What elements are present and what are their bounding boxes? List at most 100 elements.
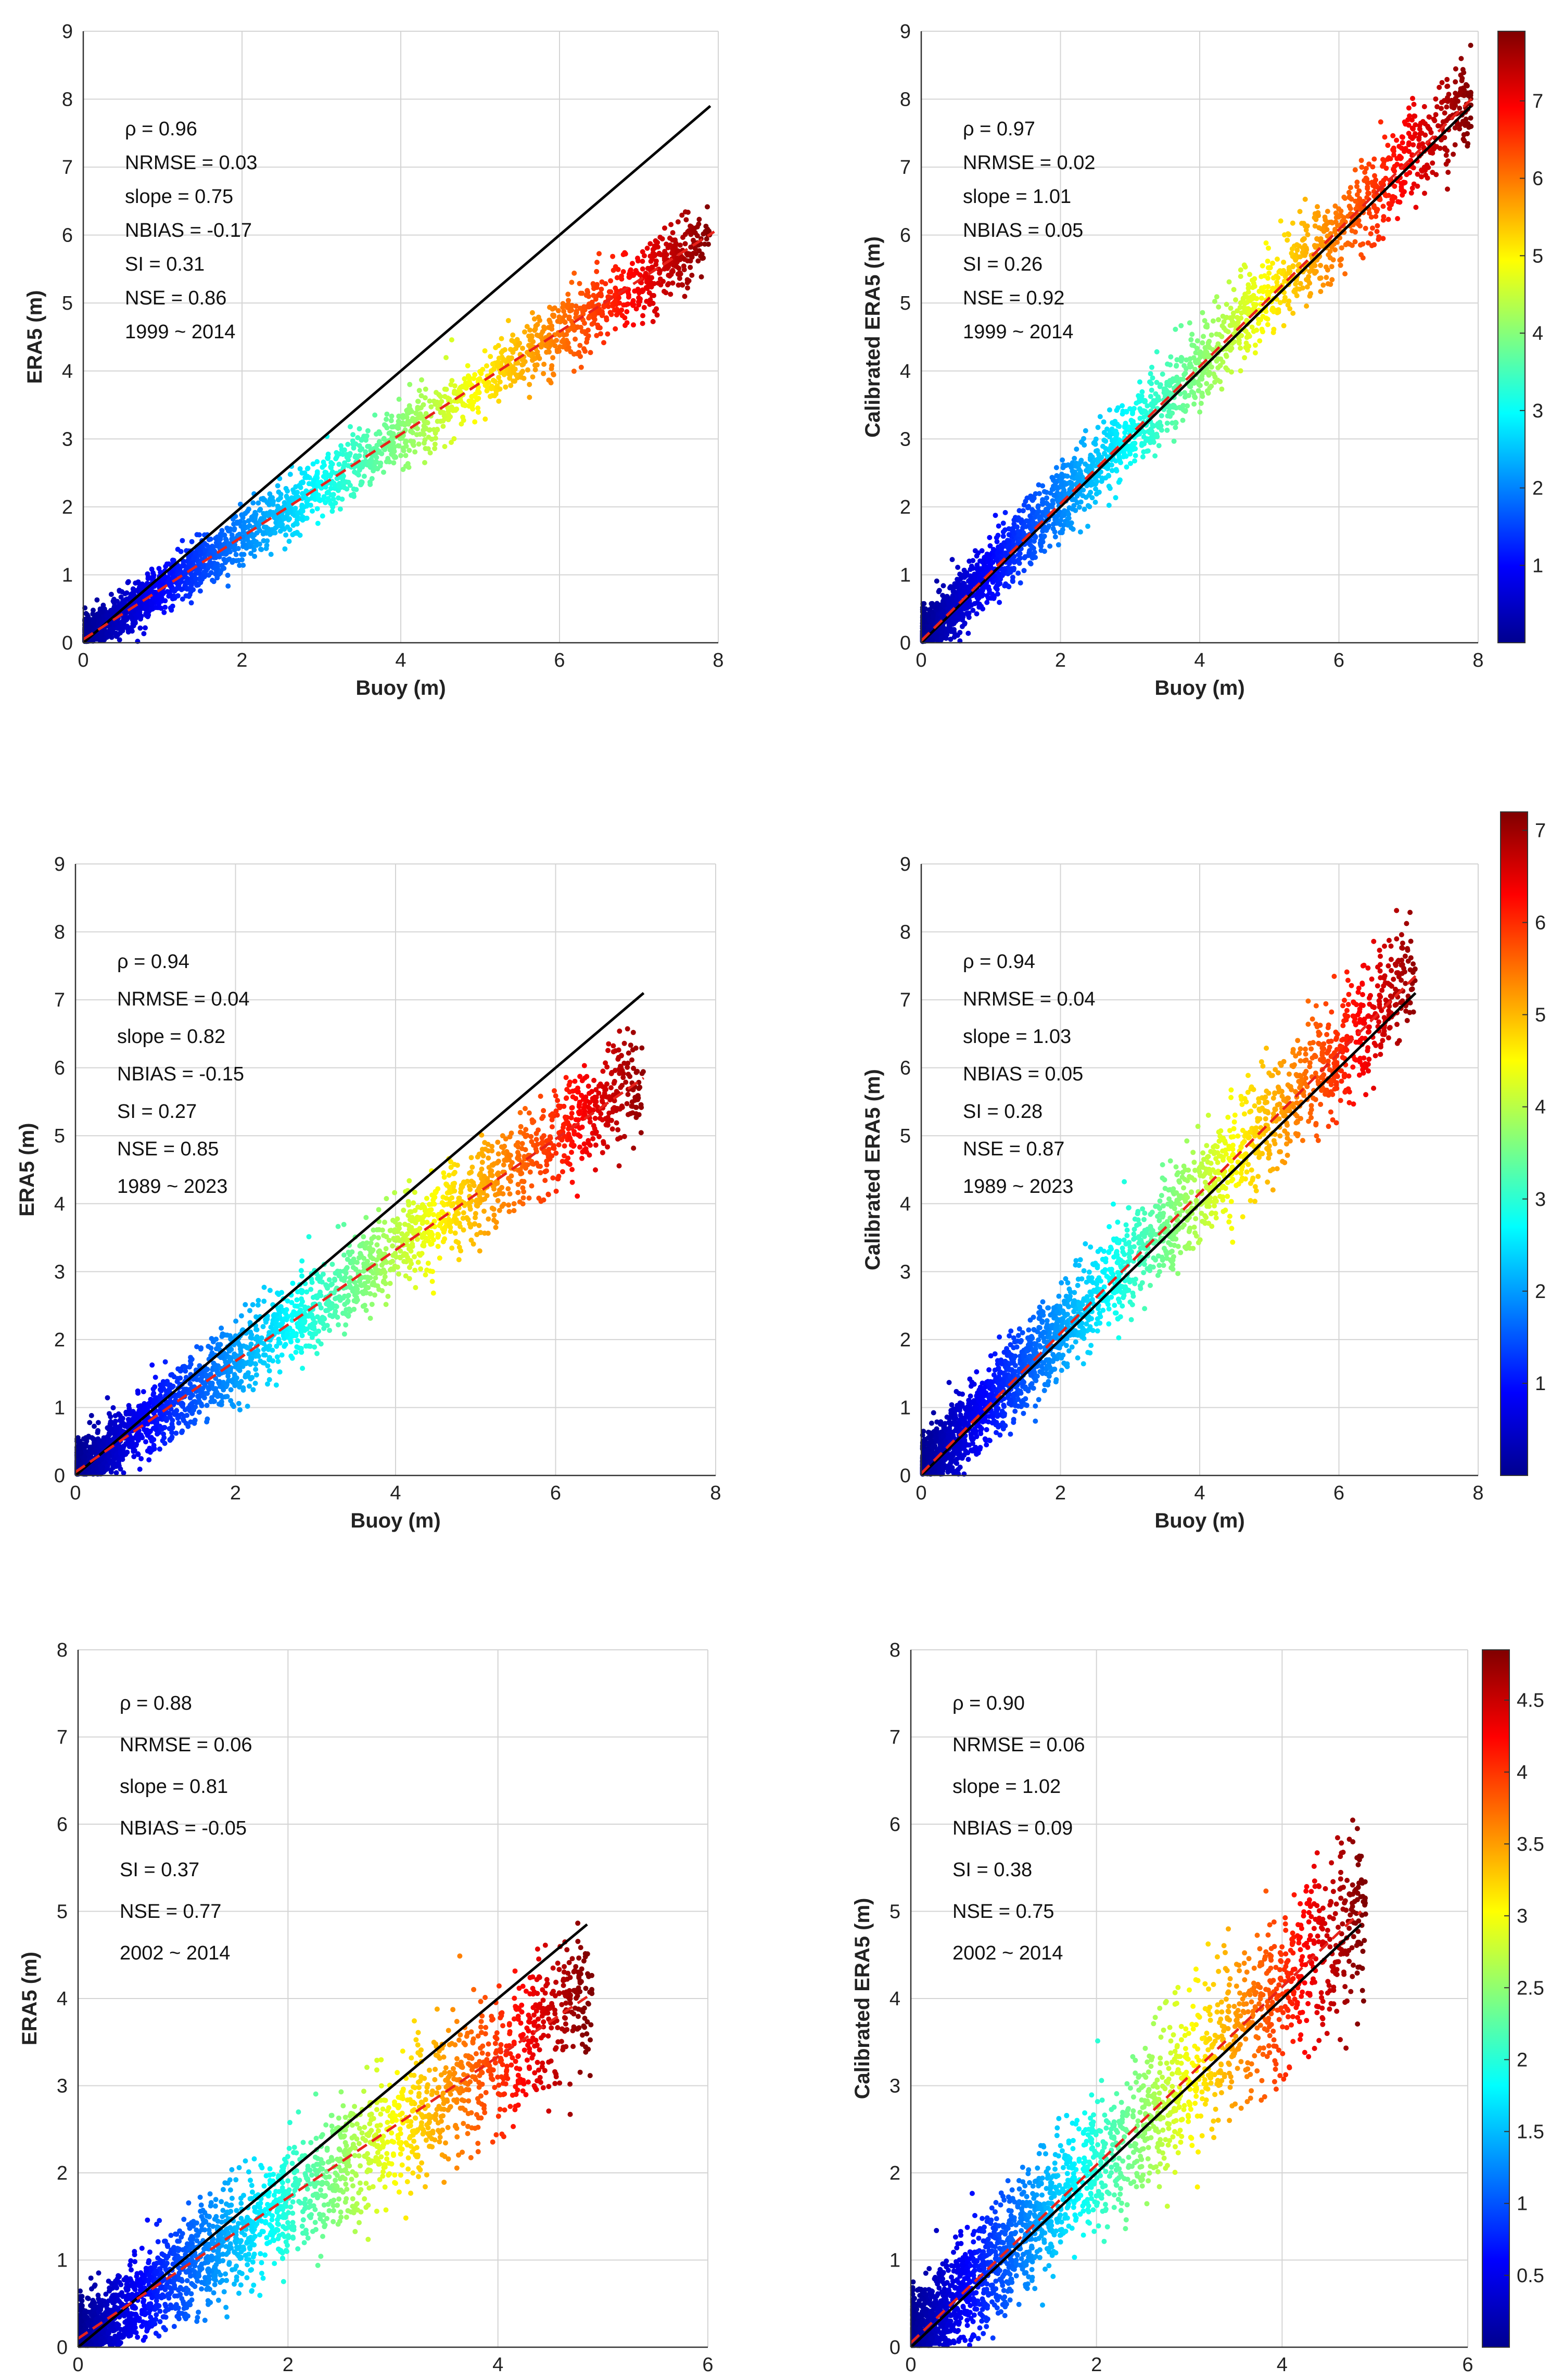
scatter-point [1374,228,1380,234]
scatter-point [494,360,500,365]
scatter-point [594,260,600,265]
scatter-point [383,423,388,429]
scatter-point [606,289,612,295]
scatter-point [180,538,185,543]
scatter-point [519,370,525,376]
scatter-point [522,329,527,335]
scatter-point [1252,350,1258,355]
scatter-point [314,471,320,477]
scatter-point [1332,247,1338,252]
scatter-point [482,348,488,354]
scatter-point [1376,236,1381,242]
scatter-point [672,237,678,243]
scatter-point [124,590,130,596]
scatter-point [245,508,250,514]
scatter-point [1263,240,1269,246]
scatter-point [934,578,939,584]
scatter-point [691,237,696,243]
scatter-point [91,607,96,613]
scatter-point [1054,513,1060,519]
scatter-point [569,279,575,285]
scatter-point [631,302,637,308]
scatter-point [1103,438,1109,444]
scatter-point [1394,137,1400,143]
scatter-point [149,606,155,612]
scatter-point [1304,284,1310,290]
scatter-point [261,538,266,543]
y-tick-label: 7 [62,157,73,179]
scatter-point [341,447,347,453]
scatter-point [1297,209,1303,214]
scatter-point [646,290,652,296]
scatter-point [406,464,412,470]
scatter-point [1159,427,1164,433]
scatter-point [1216,317,1221,323]
scatter-point [1157,384,1163,389]
scatter-point [188,600,194,606]
scatter-point [1200,340,1205,346]
scatter-point [156,582,162,588]
scatter-point [524,324,530,329]
scatter-point [336,462,342,467]
scatter-point [521,375,527,381]
scatter-point [1217,363,1223,368]
scatter-point [363,449,368,455]
scatter-point [1304,223,1310,229]
scatter-point [1082,506,1087,512]
scatter-point [218,536,223,542]
scatter-point [446,412,451,417]
scatter-point [1046,523,1052,529]
scatter-point [961,606,967,612]
scatter-point [1271,309,1277,314]
stat-line: SI = 0.31 [125,253,205,275]
scatter-point [1304,277,1309,283]
scatter-point [1065,462,1071,468]
scatter-point [970,558,976,564]
scatter-point [636,258,641,264]
scatter-point [488,354,493,359]
scatter-point [990,559,996,565]
scatter-point [276,489,282,495]
scatter-point [1338,208,1344,214]
scatter-point [1311,268,1317,274]
scatter-point [300,491,305,497]
scatter-point [598,331,603,337]
scatter-point [1437,84,1442,90]
scatter-point [1254,327,1260,333]
scatter-point [114,620,120,626]
scatter-point [579,290,585,296]
scatter-point [1249,324,1255,330]
scatter-point [264,542,270,548]
scatter-point [1215,377,1221,383]
scatter-point [1184,357,1189,363]
scatter-point [1406,142,1412,147]
scatter-point [1191,343,1197,348]
y-tick-label: 0 [62,632,73,654]
scatter-point [1209,332,1214,338]
scatter-point [1281,259,1287,265]
scatter-point [1354,192,1360,198]
scatter-point [527,394,532,400]
scatter-point [384,411,390,417]
scatter-point [371,468,376,474]
scatter-point [608,278,614,284]
scatter-point [1402,119,1407,125]
scatter-point [193,550,198,555]
scatter-point [287,509,293,515]
scatter-point [410,416,415,421]
scatter-point [610,253,616,259]
scatter-point [680,282,685,288]
scatter-point [1059,473,1064,479]
scatter-point [1365,190,1371,196]
scatter-point [1195,338,1200,343]
scatter-point [282,500,287,505]
scatter-point [1305,232,1311,237]
scatter-point [666,281,671,286]
scatter-point [1358,158,1364,163]
scatter-point [1108,445,1113,451]
scatter-point [346,479,351,485]
scatter-point [1468,123,1474,129]
scatter-point [682,257,688,262]
